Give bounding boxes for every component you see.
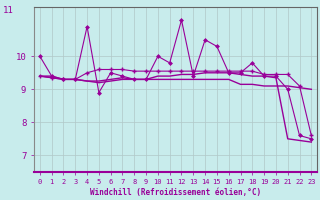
Text: 11: 11 (3, 6, 14, 15)
X-axis label: Windchill (Refroidissement éolien,°C): Windchill (Refroidissement éolien,°C) (90, 188, 261, 197)
